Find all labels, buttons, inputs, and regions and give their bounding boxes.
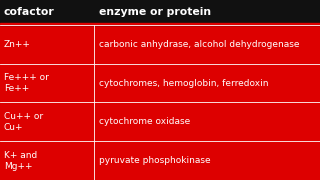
Bar — [0, 141, 320, 180]
Text: carbonic anhydrase, alcohol dehydrogenase: carbonic anhydrase, alcohol dehydrogenas… — [99, 40, 300, 49]
Bar — [0, 23, 320, 25]
Bar — [0, 64, 320, 102]
Bar — [0, 0, 320, 25]
Text: pyruvate phosphokinase: pyruvate phosphokinase — [99, 156, 211, 165]
Text: cofactor: cofactor — [4, 7, 55, 17]
Text: cytochromes, hemoglobin, ferredoxin: cytochromes, hemoglobin, ferredoxin — [99, 78, 269, 87]
Bar — [0, 102, 320, 141]
Text: Zn++: Zn++ — [4, 40, 31, 49]
Text: K+ and
Mg++: K+ and Mg++ — [4, 150, 37, 171]
Text: Fe+++ or
Fe++: Fe+++ or Fe++ — [4, 73, 49, 93]
Text: enzyme or protein: enzyme or protein — [99, 7, 211, 17]
Text: Cu++ or
Cu+: Cu++ or Cu+ — [4, 112, 43, 132]
Text: cytochrome oxidase: cytochrome oxidase — [99, 117, 190, 126]
Bar — [0, 25, 320, 64]
